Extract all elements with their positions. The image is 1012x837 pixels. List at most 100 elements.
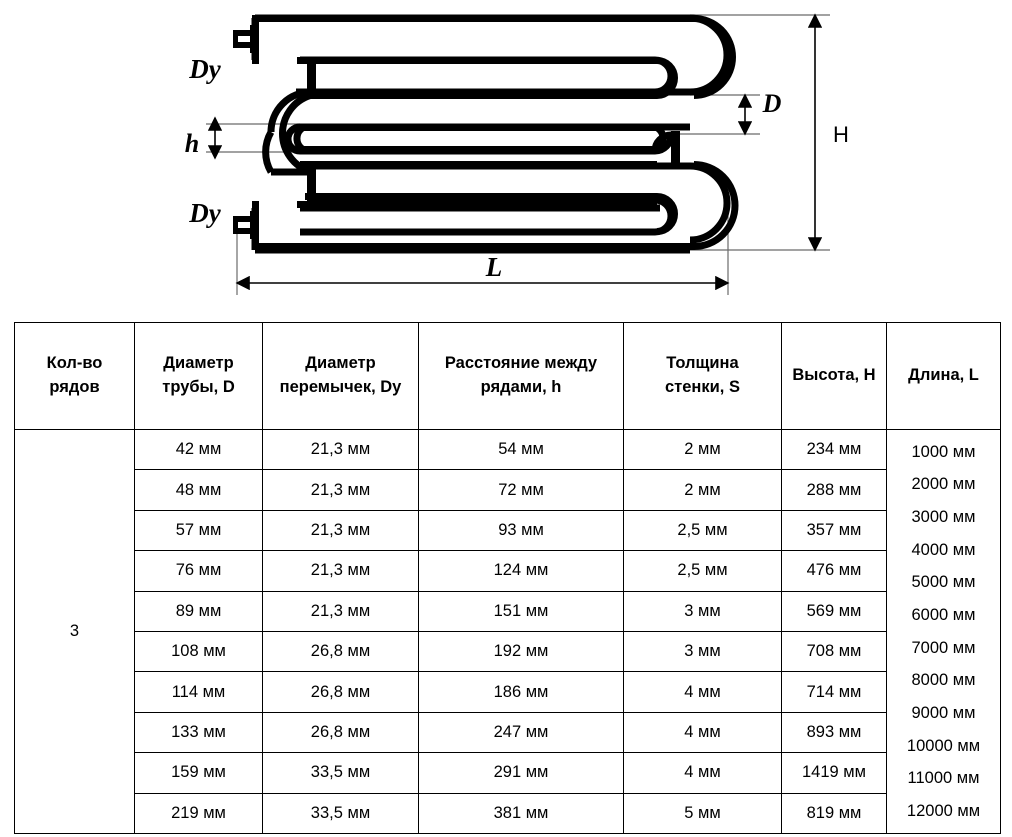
cell-jumper-diameter: 26,8 мм xyxy=(262,711,419,754)
cell-height: 714 мм xyxy=(781,671,887,713)
cell-pipe-diameter: 76 мм xyxy=(134,550,263,592)
table-row: 48 мм 21,3 мм 72 мм 2 мм 288 мм xyxy=(15,469,1001,511)
coil-outline-fill xyxy=(233,15,694,250)
label-d-diameter: D xyxy=(762,89,782,118)
table-row: 133 мм 26,8 мм 247 мм 4 мм 893 мм xyxy=(15,711,1001,754)
coil-pipe-body xyxy=(251,14,731,254)
cell-pipe-diameter: 159 мм xyxy=(134,752,263,794)
header-line-1: Диаметр xyxy=(163,354,234,373)
label-h-gap: h xyxy=(185,129,199,158)
cell-pipe-diameter: 133 мм xyxy=(134,711,263,754)
cell-jumper-diameter: 26,8 мм xyxy=(262,671,419,713)
header-wall-thickness: Толщина стенки, S xyxy=(623,322,782,430)
table-row: 57 мм 21,3 мм 93 мм 2,5 мм 357 мм xyxy=(15,509,1001,552)
cell-wall-thickness: 2 мм xyxy=(623,428,782,471)
header-pipe-diameter: Диаметр трубы, D xyxy=(134,322,263,430)
length-values-stack: 1000 мм 2000 мм 3000 мм 4000 мм 5000 мм … xyxy=(887,434,1000,828)
cell-wall-thickness: 2,5 мм xyxy=(623,550,782,592)
header-line-1: Толщина xyxy=(666,354,739,373)
cell-jumper-diameter: 21,3 мм xyxy=(262,509,419,552)
cell-row-spacing: 93 мм xyxy=(418,509,624,552)
label-dy-bottom: Dy xyxy=(188,198,221,228)
cell-jumper-diameter: 26,8 мм xyxy=(262,630,419,673)
header-line-2: рядов xyxy=(49,378,100,396)
cell-height: 569 мм xyxy=(781,590,887,632)
cell-row-spacing: 186 мм xyxy=(418,671,624,713)
header-line-1: Кол-во xyxy=(46,354,103,373)
length-value: 12000 мм xyxy=(906,801,981,820)
length-value: 6000 мм xyxy=(911,605,976,624)
cell-pipe-diameter: 219 мм xyxy=(134,792,263,834)
cell-wall-thickness: 4 мм xyxy=(623,711,782,754)
label-h-height: H xyxy=(833,122,849,147)
header-length: Длина, L xyxy=(886,322,1001,430)
cell-height: 893 мм xyxy=(781,711,887,754)
header-line-2: трубы, D xyxy=(162,378,235,396)
table-body: 3 42 мм 21,3 мм 54 мм 2 мм 234 мм 1000 м… xyxy=(14,428,1001,834)
cell-pipe-diameter: 89 мм xyxy=(134,590,263,632)
cell-height: 476 мм xyxy=(781,550,887,592)
cell-pipe-diameter: 57 мм xyxy=(134,509,263,552)
cell-jumper-diameter: 21,3 мм xyxy=(262,590,419,632)
cell-wall-thickness: 2 мм xyxy=(623,469,782,511)
cell-wall-thickness: 3 мм xyxy=(623,630,782,673)
cell-pipe-diameter: 42 мм xyxy=(134,428,263,471)
cell-pipe-diameter: 114 мм xyxy=(134,671,263,713)
cell-height: 288 мм xyxy=(781,469,887,511)
header-row: Кол-во рядов Диаметр трубы, D Диаметр пе… xyxy=(14,322,1001,430)
coil-schematic-svg: Dy Dy h D H L xyxy=(185,13,849,295)
length-value: 1000 мм xyxy=(911,442,976,461)
header-line-1: Диаметр xyxy=(305,354,376,373)
length-value: 7000 мм xyxy=(911,638,976,657)
table-row: 3 42 мм 21,3 мм 54 мм 2 мм 234 мм 1000 м… xyxy=(14,428,1001,834)
cell-row-spacing: 72 мм xyxy=(418,469,624,511)
length-value: 11000 мм xyxy=(907,769,980,788)
cell-jumper-diameter: 33,5 мм xyxy=(262,752,419,794)
header-line-2: перемычек, Dy xyxy=(279,378,402,396)
cell-wall-thickness: 3 мм xyxy=(623,590,782,632)
header-line-2: рядами, h xyxy=(480,378,562,396)
length-value: 5000 мм xyxy=(911,573,976,592)
table-row: 219 мм 33,5 мм 381 мм 5 мм 819 мм xyxy=(15,792,1001,834)
cell-row-spacing: 151 мм xyxy=(418,590,624,632)
cell-height: 1419 мм xyxy=(781,752,887,794)
cell-jumper-diameter: 21,3 мм xyxy=(262,469,419,511)
table-header: Кол-во рядов Диаметр трубы, D Диаметр пе… xyxy=(14,322,1001,430)
cell-row-spacing: 247 мм xyxy=(418,711,624,754)
cell-pipe-diameter: 48 мм xyxy=(134,469,263,511)
cell-rows-count: 3 xyxy=(14,429,135,834)
cell-height: 234 мм xyxy=(781,428,887,471)
table-row: 159 мм 33,5 мм 291 мм 4 мм 1419 мм xyxy=(15,752,1001,794)
cell-wall-thickness: 2,5 мм xyxy=(623,509,782,552)
cell-pipe-diameter: 108 мм xyxy=(134,630,263,673)
cell-wall-thickness: 4 мм xyxy=(623,752,782,794)
technical-drawing: Dy Dy h D H L xyxy=(0,0,1012,312)
cell-height: 819 мм xyxy=(781,792,887,834)
header-rows-count: Кол-во рядов xyxy=(14,322,135,430)
header-line-2: стенки, S xyxy=(665,378,740,396)
cell-jumper-diameter: 21,3 мм xyxy=(262,550,419,592)
table-row: 108 мм 26,8 мм 192 мм 3 мм 708 мм xyxy=(15,630,1001,673)
label-dy-top: Dy xyxy=(188,54,221,84)
length-value: 10000 мм xyxy=(906,736,981,755)
cell-row-spacing: 192 мм xyxy=(418,630,624,673)
cell-row-spacing: 381 мм xyxy=(418,792,624,834)
specifications-table: Кол-во рядов Диаметр трубы, D Диаметр пе… xyxy=(14,322,1001,834)
header-line-1: Расстояние между xyxy=(444,354,598,373)
cell-height: 357 мм xyxy=(781,509,887,552)
table-row: 76 мм 21,3 мм 124 мм 2,5 мм 476 мм xyxy=(15,550,1001,592)
cell-jumper-diameter: 33,5 мм xyxy=(262,792,419,834)
length-value: 9000 мм xyxy=(911,703,976,722)
length-value: 8000 мм xyxy=(911,671,976,690)
header-height: Высота, H xyxy=(781,322,887,430)
cell-row-spacing: 291 мм xyxy=(418,752,624,794)
cell-row-spacing: 54 мм xyxy=(418,428,624,471)
coil-bends xyxy=(278,15,739,250)
length-value: 4000 мм xyxy=(911,540,976,559)
header-jumper-diameter: Диаметр перемычек, Dy xyxy=(262,322,419,430)
cell-height: 708 мм xyxy=(781,630,887,673)
table-row: 114 мм 26,8 мм 186 мм 4 мм 714 мм xyxy=(15,671,1001,713)
cell-wall-thickness: 4 мм xyxy=(623,671,782,713)
header-row-spacing: Расстояние между рядами, h xyxy=(418,322,624,430)
